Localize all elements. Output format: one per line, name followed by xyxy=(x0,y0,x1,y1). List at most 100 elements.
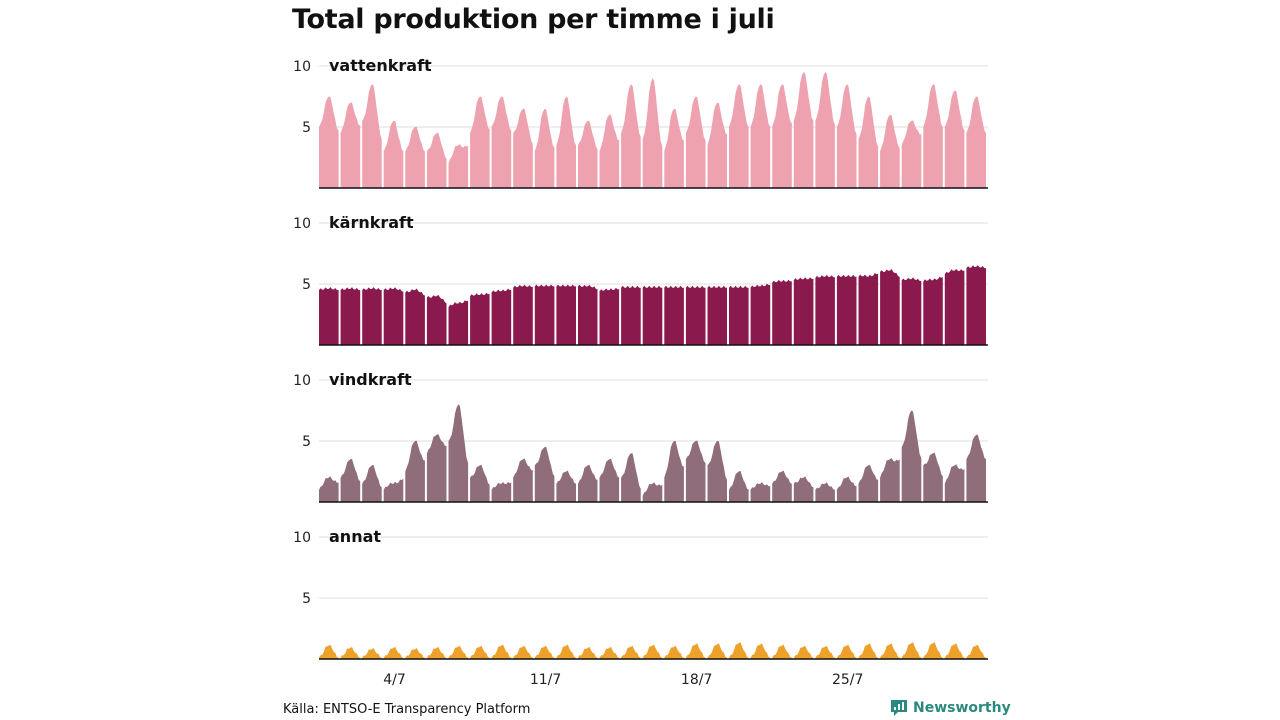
area-day-4 xyxy=(383,287,404,345)
panel-0: 5 10 vattenkraft xyxy=(293,56,988,189)
area-day-13 xyxy=(578,464,598,502)
area-day-13 xyxy=(578,646,598,659)
area-day-22 xyxy=(772,470,792,502)
area-day-25 xyxy=(836,644,857,659)
area-day-26 xyxy=(858,273,879,345)
area-day-17 xyxy=(664,108,684,188)
area-day-8 xyxy=(470,96,490,188)
area-day-8 xyxy=(470,645,490,659)
x-tick-label: 4/7 xyxy=(383,672,406,688)
area-day-30 xyxy=(944,90,965,188)
area-day-28 xyxy=(901,120,922,188)
area-day-1 xyxy=(319,96,339,188)
area-day-16 xyxy=(642,285,663,345)
area-day-15 xyxy=(621,645,641,659)
area-day-9 xyxy=(491,481,512,502)
area-day-24 xyxy=(815,482,835,502)
area-day-24 xyxy=(815,72,835,188)
area-day-23 xyxy=(793,476,814,502)
area-day-6 xyxy=(426,434,447,502)
area-day-27 xyxy=(880,458,900,502)
area-day-29 xyxy=(923,452,943,502)
y-tick-label: 10 xyxy=(293,373,311,389)
area-day-25 xyxy=(836,274,857,345)
area-day-2 xyxy=(340,458,361,502)
y-tick-label: 5 xyxy=(302,277,311,293)
area-day-20 xyxy=(729,285,749,345)
brand-name: Newsworthy xyxy=(913,700,1011,716)
area-day-1 xyxy=(319,644,339,659)
area-day-14 xyxy=(599,646,620,659)
area-day-25 xyxy=(836,476,857,502)
panel-2: 5 10 vindkraft xyxy=(293,370,988,503)
area-day-14 xyxy=(599,458,620,502)
area-day-1 xyxy=(319,287,339,345)
series-label: annat xyxy=(329,527,381,546)
area-day-29 xyxy=(923,84,943,188)
area-day-2 xyxy=(340,287,361,345)
area-day-6 xyxy=(426,132,447,188)
area-day-11 xyxy=(534,284,555,345)
area-day-28 xyxy=(901,642,922,659)
area-day-25 xyxy=(836,84,857,188)
area-day-23 xyxy=(793,277,814,345)
area-day-4 xyxy=(383,646,404,659)
area-day-21 xyxy=(750,283,771,345)
y-tick-label: 5 xyxy=(302,434,311,450)
area-day-21 xyxy=(750,84,771,188)
area-day-10 xyxy=(513,284,533,345)
x-tick-label: 25/7 xyxy=(832,672,863,688)
area-day-30 xyxy=(944,268,965,345)
area-day-30 xyxy=(944,464,965,502)
area-day-13 xyxy=(578,120,598,188)
area-day-23 xyxy=(793,72,814,188)
area-day-12 xyxy=(556,96,576,188)
area-day-10 xyxy=(513,458,533,502)
area-day-7 xyxy=(448,645,469,659)
series-label: vindkraft xyxy=(329,370,412,389)
area-day-5 xyxy=(405,126,425,188)
area-day-29 xyxy=(923,642,943,659)
area-day-20 xyxy=(729,642,749,659)
y-tick-label: 10 xyxy=(293,530,311,546)
area-day-26 xyxy=(858,643,879,659)
area-day-22 xyxy=(772,644,792,659)
area-day-26 xyxy=(858,464,879,502)
area-day-8 xyxy=(470,464,490,502)
area-day-3 xyxy=(362,464,382,502)
area-day-12 xyxy=(556,470,576,502)
x-tick-label: 11/7 xyxy=(530,672,561,688)
source-credit: Källa: ENTSO-E Transparency Platform xyxy=(283,702,531,717)
area-day-9 xyxy=(491,96,512,188)
area-day-18 xyxy=(685,440,706,502)
series-label: vattenkraft xyxy=(329,56,432,75)
area-day-29 xyxy=(923,276,943,345)
chart-title: Total produktion per timme i juli xyxy=(292,4,775,35)
area-day-26 xyxy=(858,96,879,188)
area-day-18 xyxy=(685,285,706,345)
area-day-11 xyxy=(534,446,555,502)
area-day-20 xyxy=(729,470,749,502)
area-day-16 xyxy=(642,482,663,502)
brand-logo[interactable]: Newsworthy xyxy=(890,699,1011,717)
area-day-4 xyxy=(383,120,404,188)
y-tick-label: 5 xyxy=(302,591,311,607)
x-tick-label: 18/7 xyxy=(681,672,712,688)
area-day-3 xyxy=(362,287,382,345)
area-day-22 xyxy=(772,84,792,188)
area-day-18 xyxy=(685,96,706,188)
area-day-7 xyxy=(448,300,469,345)
area-day-5 xyxy=(405,440,425,502)
area-day-5 xyxy=(405,648,425,659)
area-day-15 xyxy=(621,453,641,502)
area-day-16 xyxy=(642,644,663,659)
area-day-21 xyxy=(750,482,771,502)
area-day-3 xyxy=(362,84,382,188)
y-tick-label: 5 xyxy=(302,120,311,136)
area-day-8 xyxy=(470,292,490,345)
area-day-30 xyxy=(944,643,965,659)
area-day-15 xyxy=(621,84,641,188)
area-day-12 xyxy=(556,644,576,659)
area-day-2 xyxy=(340,102,361,188)
